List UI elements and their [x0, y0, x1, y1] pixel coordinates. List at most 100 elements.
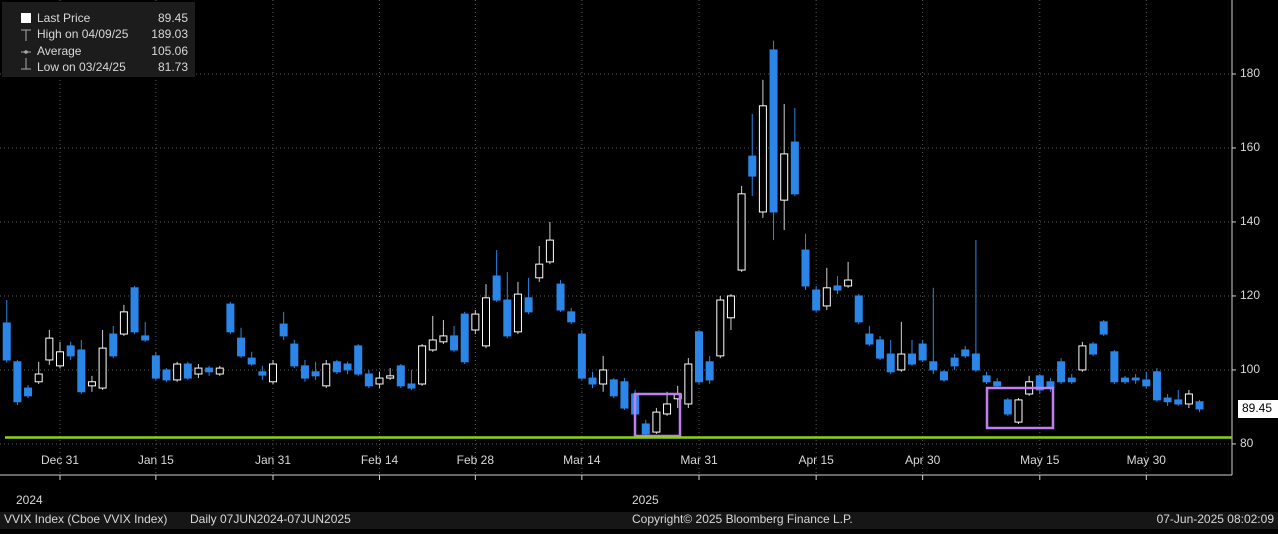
candle-body [524, 297, 533, 313]
candle-body [971, 353, 980, 371]
candle-body [258, 371, 267, 376]
candle-body [1035, 375, 1044, 391]
legend-icon [21, 13, 31, 23]
candle-body [663, 403, 672, 415]
candle-body [1099, 321, 1108, 335]
candle-body [1142, 379, 1151, 387]
candle-body [354, 345, 363, 375]
y-tick-label: 100 [1240, 362, 1260, 376]
candle-body [386, 375, 395, 379]
candle-body [226, 303, 235, 333]
candle-body [194, 367, 203, 375]
x-tick-label: Dec 31 [41, 453, 79, 467]
candle-body [1121, 377, 1129, 383]
x-tick-label: Jan 31 [255, 453, 291, 467]
candle-body [396, 365, 405, 387]
candle-body [311, 371, 320, 377]
candle-body [876, 339, 885, 359]
candle-body [290, 343, 299, 367]
candle-body [588, 377, 597, 385]
candle-body [939, 371, 948, 381]
candle-body [407, 383, 416, 389]
candle-body [56, 351, 64, 367]
x-tick-label: Apr 15 [798, 453, 834, 467]
candle-body [748, 155, 757, 177]
candle-body [716, 299, 725, 357]
candle-body [2, 322, 11, 361]
candle-body [545, 239, 554, 263]
candle-body [1110, 351, 1119, 383]
candle-body [24, 387, 33, 397]
candle-body [1152, 371, 1161, 401]
candle-body [183, 363, 192, 379]
candle-body [758, 105, 767, 213]
last-price-label: 89.45 [1242, 401, 1272, 415]
candle-body [66, 345, 75, 357]
candle-body [205, 367, 214, 373]
candles [2, 40, 1204, 438]
highlight-box [985, 386, 1055, 430]
y-tick-label: 120 [1240, 288, 1260, 302]
candle-body [450, 335, 459, 351]
candle-body [482, 297, 490, 347]
candle-body [609, 379, 618, 397]
candle-body [13, 361, 22, 403]
year-label: 2025 [632, 493, 659, 507]
candle-body [908, 353, 916, 365]
candle-body [833, 285, 842, 291]
x-tick-label: Mar 14 [563, 453, 601, 467]
candle-body [1057, 361, 1066, 383]
y-tick-label: 140 [1240, 214, 1260, 228]
candle-body [950, 357, 959, 367]
candle-body [1174, 399, 1183, 405]
candle-body [428, 339, 437, 351]
last-price-tag [1238, 400, 1278, 418]
candle-body [162, 369, 171, 381]
candle-body [1067, 377, 1076, 383]
candle-body [993, 381, 1002, 387]
candle-body [652, 411, 661, 433]
candle-body [503, 299, 512, 337]
candle-body [684, 363, 693, 405]
candle-body [1195, 401, 1204, 410]
candle-body [45, 337, 54, 361]
legend-label: High on 04/09/25 [37, 27, 129, 41]
y-tick-label: 180 [1240, 66, 1260, 80]
footer-copyright: Copyright© 2025 Bloomberg Finance L.P. [632, 512, 853, 526]
candle-body [599, 369, 608, 385]
candle-body [726, 295, 735, 319]
candle-body [343, 363, 352, 371]
candle-body [844, 279, 853, 287]
candle-body [237, 337, 246, 357]
candle-body [119, 311, 128, 335]
footer-period: Daily 07JUN2024-07JUN2025 [190, 512, 351, 526]
candle-body [300, 365, 309, 379]
candle-body [87, 381, 96, 387]
legend: Last Price 89.45 High on 04/09/25 189.03… [2, 2, 195, 77]
candle-body [737, 193, 746, 271]
legend-value: 189.03 [151, 27, 188, 41]
candle-body [556, 283, 565, 311]
x-tick-label: Jan 15 [138, 453, 174, 467]
y-tick-label: 80 [1240, 436, 1254, 450]
candle-body [1078, 345, 1087, 371]
footer-timestamp: 07-Jun-2025 08:02:09 [1157, 512, 1275, 526]
candle-body [695, 331, 703, 383]
y-tick-label: 160 [1240, 140, 1260, 154]
candle-body [141, 335, 150, 341]
candle-body [780, 153, 789, 201]
legend-icon [21, 58, 31, 70]
candle-body [929, 361, 938, 371]
candle-body [1003, 399, 1012, 415]
candle-body [460, 313, 469, 363]
candle-body [1184, 393, 1193, 405]
candle-body [620, 381, 629, 409]
legend-value: 89.45 [158, 11, 188, 25]
candle-body [130, 287, 139, 333]
candle-body [332, 361, 341, 373]
candle-body [215, 367, 224, 375]
grid-layer [0, 0, 1232, 475]
candle-body [151, 355, 160, 379]
candle-body [577, 333, 586, 379]
